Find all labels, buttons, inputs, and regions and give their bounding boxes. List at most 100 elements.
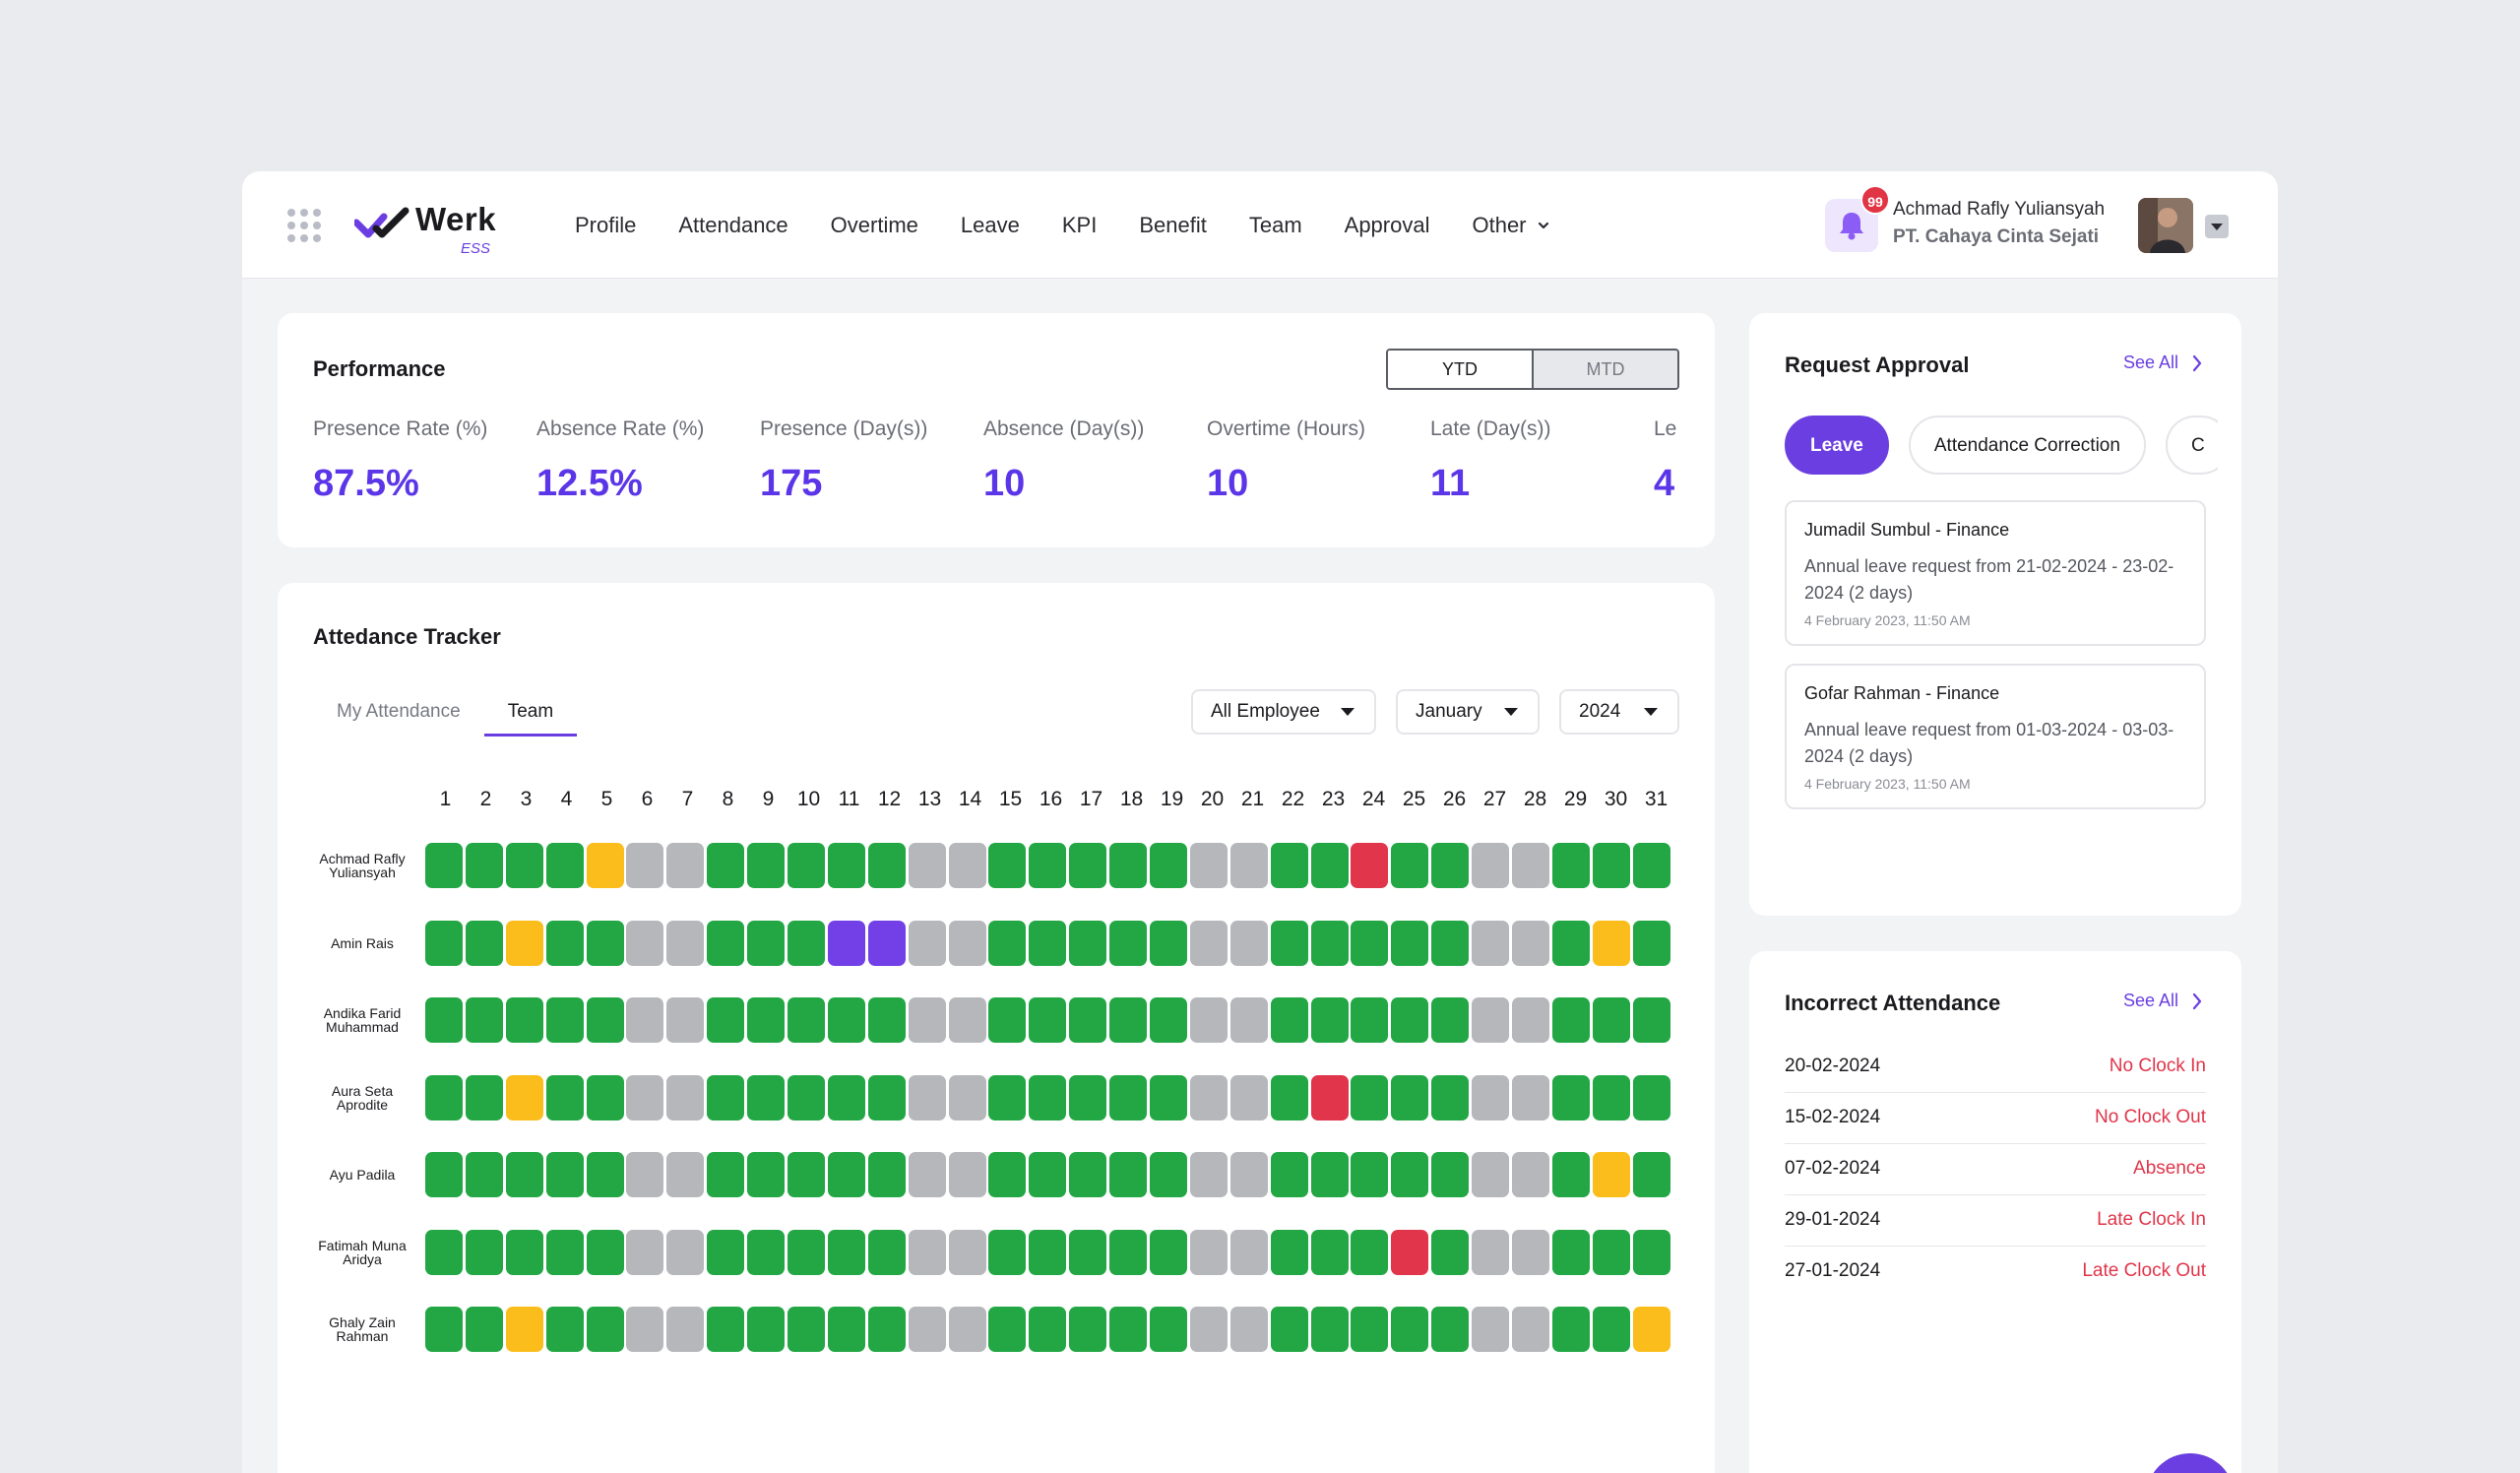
attendance-day-cell[interactable]	[586, 997, 624, 1043]
attendance-day-cell[interactable]	[1351, 843, 1389, 888]
attendance-day-cell[interactable]	[1551, 920, 1590, 966]
attendance-day-cell[interactable]	[465, 997, 503, 1043]
attendance-day-cell[interactable]	[1431, 843, 1470, 888]
attendance-day-cell[interactable]	[626, 1307, 664, 1352]
attendance-day-cell[interactable]	[1431, 1074, 1470, 1121]
attendance-day-cell[interactable]	[948, 1229, 986, 1275]
chip-more[interactable]: C	[2165, 416, 2218, 475]
attendance-day-cell[interactable]	[545, 1074, 584, 1121]
attendance-day-cell[interactable]	[1150, 843, 1188, 888]
attendance-day-cell[interactable]	[545, 843, 584, 888]
attendance-day-cell[interactable]	[1512, 1229, 1550, 1275]
attendance-day-cell[interactable]	[586, 843, 624, 888]
nav-attendance[interactable]: Attendance	[678, 212, 788, 237]
attendance-day-cell[interactable]	[626, 920, 664, 966]
attendance-day-cell[interactable]	[1351, 1307, 1389, 1352]
attendance-day-cell[interactable]	[1069, 1152, 1107, 1197]
attendance-day-cell[interactable]	[465, 920, 503, 966]
attendance-day-cell[interactable]	[1431, 920, 1470, 966]
attendance-day-cell[interactable]	[425, 1229, 463, 1275]
attendance-day-cell[interactable]	[867, 1152, 906, 1197]
werk-logo[interactable]: Werk ESS	[354, 199, 502, 257]
attendance-day-cell[interactable]	[1029, 997, 1067, 1043]
attendance-day-cell[interactable]	[1551, 1074, 1590, 1121]
attendance-day-cell[interactable]	[948, 997, 986, 1043]
attendance-day-cell[interactable]	[666, 1229, 705, 1275]
incorrect-attendance-row[interactable]: 15-02-2024 No Clock Out	[1785, 1093, 2206, 1144]
attendance-day-cell[interactable]	[707, 1152, 745, 1197]
attendance-day-cell[interactable]	[867, 1074, 906, 1121]
attendance-day-cell[interactable]	[747, 997, 786, 1043]
attendance-day-cell[interactable]	[1592, 1229, 1630, 1275]
attendance-day-cell[interactable]	[988, 843, 1027, 888]
attendance-day-cell[interactable]	[505, 920, 543, 966]
attendance-day-cell[interactable]	[1632, 843, 1670, 888]
attendance-day-cell[interactable]	[788, 1229, 826, 1275]
attendance-day-cell[interactable]	[1632, 1307, 1670, 1352]
attendance-day-cell[interactable]	[545, 1229, 584, 1275]
attendance-day-cell[interactable]	[545, 997, 584, 1043]
attendance-day-cell[interactable]	[707, 920, 745, 966]
month-filter-select[interactable]: January	[1396, 689, 1540, 735]
attendance-day-cell[interactable]	[747, 920, 786, 966]
nav-profile[interactable]: Profile	[575, 212, 637, 237]
tab-team[interactable]: Team	[483, 689, 578, 736]
attendance-day-cell[interactable]	[465, 1307, 503, 1352]
attendance-day-cell[interactable]	[1109, 1074, 1148, 1121]
attendance-day-cell[interactable]	[867, 1229, 906, 1275]
nav-overtime[interactable]: Overtime	[830, 212, 918, 237]
attendance-day-cell[interactable]	[626, 843, 664, 888]
attendance-day-cell[interactable]	[1109, 920, 1148, 966]
attendance-day-cell[interactable]	[747, 1152, 786, 1197]
attendance-day-cell[interactable]	[626, 1074, 664, 1121]
attendance-day-cell[interactable]	[1632, 1229, 1670, 1275]
attendance-day-cell[interactable]	[827, 920, 865, 966]
attendance-day-cell[interactable]	[425, 997, 463, 1043]
attendance-day-cell[interactable]	[1391, 997, 1429, 1043]
attendance-day-cell[interactable]	[747, 1074, 786, 1121]
attendance-day-cell[interactable]	[1592, 1074, 1630, 1121]
attendance-day-cell[interactable]	[788, 1152, 826, 1197]
attendance-day-cell[interactable]	[666, 997, 705, 1043]
attendance-day-cell[interactable]	[586, 1307, 624, 1352]
request-see-all-link[interactable]: See All	[2123, 352, 2202, 373]
attendance-day-cell[interactable]	[586, 1074, 624, 1121]
avatar[interactable]	[2138, 198, 2193, 253]
attendance-day-cell[interactable]	[827, 1307, 865, 1352]
ytd-toggle-button[interactable]: YTD	[1388, 351, 1534, 388]
attendance-day-cell[interactable]	[1512, 997, 1550, 1043]
attendance-day-cell[interactable]	[1189, 843, 1228, 888]
attendance-day-cell[interactable]	[586, 920, 624, 966]
attendance-day-cell[interactable]	[1109, 997, 1148, 1043]
chip-leave[interactable]: Leave	[1785, 416, 1889, 475]
attendance-day-cell[interactable]	[505, 1307, 543, 1352]
attendance-day-cell[interactable]	[707, 997, 745, 1043]
request-item[interactable]: Jumadil Sumbul - Finance Annual leave re…	[1785, 500, 2206, 646]
attendance-day-cell[interactable]	[1512, 1152, 1550, 1197]
attendance-day-cell[interactable]	[1391, 1229, 1429, 1275]
attendance-day-cell[interactable]	[1512, 1074, 1550, 1121]
attendance-day-cell[interactable]	[666, 920, 705, 966]
attendance-day-cell[interactable]	[988, 997, 1027, 1043]
attendance-day-cell[interactable]	[1391, 1307, 1429, 1352]
attendance-day-cell[interactable]	[1310, 920, 1349, 966]
attendance-day-cell[interactable]	[1150, 1152, 1188, 1197]
attendance-day-cell[interactable]	[1109, 1152, 1148, 1197]
attendance-day-cell[interactable]	[1270, 843, 1308, 888]
attendance-day-cell[interactable]	[1270, 920, 1308, 966]
attendance-day-cell[interactable]	[988, 920, 1027, 966]
attendance-day-cell[interactable]	[1229, 1229, 1268, 1275]
attendance-day-cell[interactable]	[1109, 1229, 1148, 1275]
attendance-day-cell[interactable]	[1512, 1307, 1550, 1352]
attendance-day-cell[interactable]	[425, 1152, 463, 1197]
attendance-day-cell[interactable]	[1351, 1152, 1389, 1197]
attendance-day-cell[interactable]	[1472, 997, 1510, 1043]
attendance-day-cell[interactable]	[425, 920, 463, 966]
attendance-day-cell[interactable]	[827, 843, 865, 888]
attendance-day-cell[interactable]	[1632, 1074, 1670, 1121]
attendance-day-cell[interactable]	[988, 1152, 1027, 1197]
attendance-day-cell[interactable]	[1472, 1229, 1510, 1275]
request-item[interactable]: Gofar Rahman - Finance Annual leave requ…	[1785, 664, 2206, 809]
attendance-day-cell[interactable]	[707, 1229, 745, 1275]
attendance-day-cell[interactable]	[948, 1152, 986, 1197]
